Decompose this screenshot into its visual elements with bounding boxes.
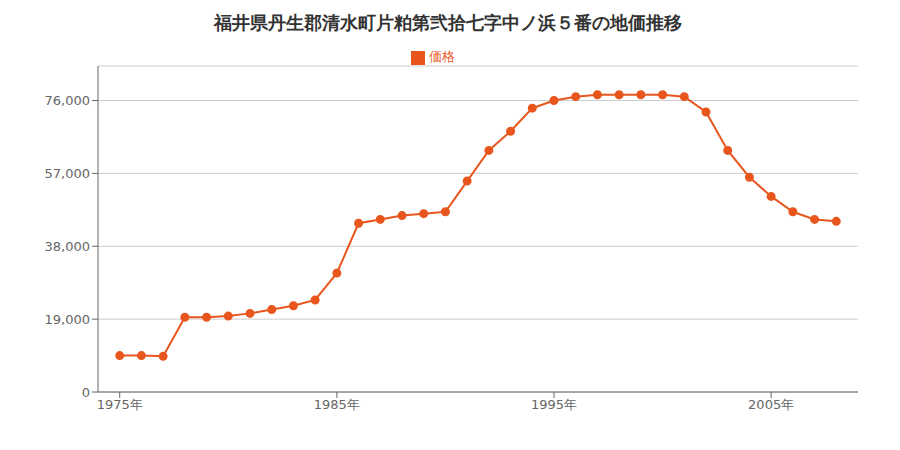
svg-text:19,000: 19,000 xyxy=(45,312,91,327)
svg-text:1995年: 1995年 xyxy=(531,397,577,412)
svg-text:0: 0 xyxy=(82,385,90,400)
svg-text:38,000: 38,000 xyxy=(45,239,91,254)
svg-text:76,000: 76,000 xyxy=(45,93,91,108)
html-text:福井県丹生郡清水町片粕第弐拾七字中ノ浜５番の地価推移: 福井県丹生郡清水町片粕第弐拾七字中ノ浜５番の地価推移 xyxy=(214,12,682,33)
svg-text:57,000: 57,000 xyxy=(45,166,91,181)
svg-text:1975年: 1975年 xyxy=(97,397,143,412)
svg-text:2005年: 2005年 xyxy=(748,397,794,412)
html-text:価格: 価格 xyxy=(429,49,455,64)
svg-text:1985年: 1985年 xyxy=(314,397,360,412)
